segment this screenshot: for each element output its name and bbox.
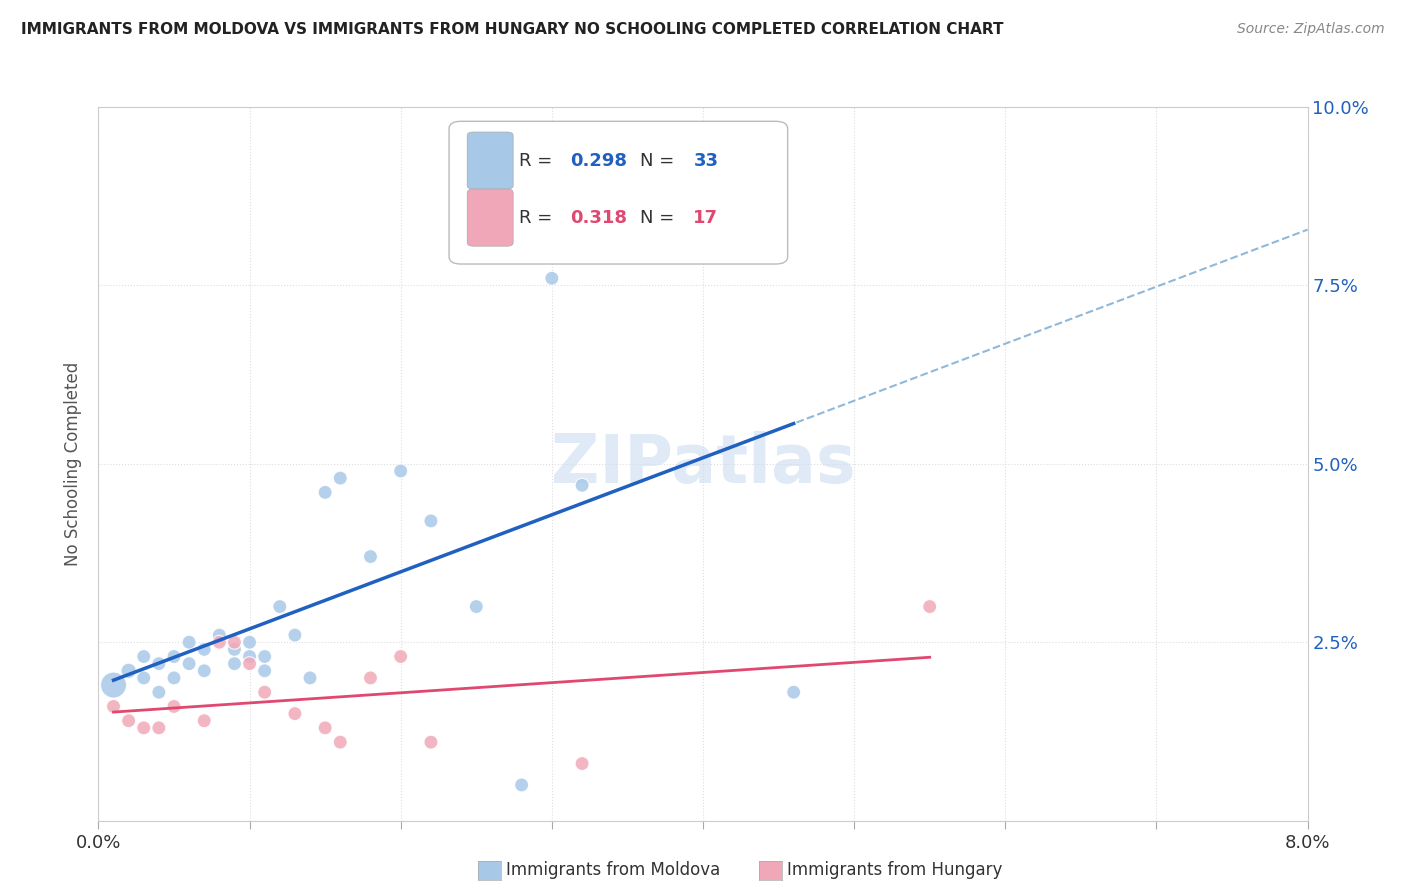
- Point: [103, 678, 125, 692]
- Point: [208, 635, 231, 649]
- Point: [224, 635, 246, 649]
- Point: [541, 271, 564, 285]
- Point: [253, 685, 276, 699]
- Text: N =: N =: [640, 209, 681, 227]
- Point: [329, 471, 352, 485]
- Point: [132, 671, 155, 685]
- Point: [163, 671, 186, 685]
- Point: [571, 478, 593, 492]
- Point: [163, 649, 186, 664]
- FancyBboxPatch shape: [467, 189, 513, 246]
- Point: [179, 657, 201, 671]
- Point: [193, 642, 215, 657]
- Point: [239, 635, 262, 649]
- Point: [299, 671, 322, 685]
- Point: [118, 714, 141, 728]
- Point: [132, 721, 155, 735]
- Point: [132, 649, 155, 664]
- Text: R =: R =: [519, 152, 558, 169]
- Text: N =: N =: [640, 152, 681, 169]
- Text: 0.298: 0.298: [569, 152, 627, 169]
- Point: [253, 649, 276, 664]
- Point: [179, 635, 201, 649]
- Point: [193, 664, 215, 678]
- Text: Immigrants from Hungary: Immigrants from Hungary: [787, 861, 1002, 879]
- Text: 0.318: 0.318: [569, 209, 627, 227]
- Point: [420, 514, 443, 528]
- Text: Immigrants from Moldova: Immigrants from Moldova: [506, 861, 720, 879]
- Y-axis label: No Schooling Completed: No Schooling Completed: [65, 362, 83, 566]
- Point: [239, 649, 262, 664]
- Text: 17: 17: [693, 209, 718, 227]
- Point: [253, 664, 276, 678]
- Point: [224, 657, 246, 671]
- Point: [420, 735, 443, 749]
- Point: [193, 714, 215, 728]
- Point: [647, 200, 669, 214]
- Point: [329, 735, 352, 749]
- Point: [465, 599, 488, 614]
- Point: [571, 756, 593, 771]
- Point: [103, 699, 125, 714]
- Text: R =: R =: [519, 209, 558, 227]
- Text: Source: ZipAtlas.com: Source: ZipAtlas.com: [1237, 22, 1385, 37]
- Point: [118, 664, 141, 678]
- Point: [314, 721, 336, 735]
- Point: [148, 721, 170, 735]
- FancyBboxPatch shape: [449, 121, 787, 264]
- Point: [389, 464, 412, 478]
- Point: [510, 778, 533, 792]
- Point: [284, 706, 307, 721]
- Point: [224, 642, 246, 657]
- Point: [389, 649, 412, 664]
- Point: [208, 628, 231, 642]
- Text: ZIPatlas: ZIPatlas: [551, 431, 855, 497]
- Point: [360, 671, 382, 685]
- Point: [163, 699, 186, 714]
- Point: [360, 549, 382, 564]
- Point: [148, 657, 170, 671]
- Point: [783, 685, 806, 699]
- Point: [918, 599, 941, 614]
- Point: [239, 657, 262, 671]
- Text: IMMIGRANTS FROM MOLDOVA VS IMMIGRANTS FROM HUNGARY NO SCHOOLING COMPLETED CORREL: IMMIGRANTS FROM MOLDOVA VS IMMIGRANTS FR…: [21, 22, 1004, 37]
- Point: [284, 628, 307, 642]
- Point: [269, 599, 291, 614]
- FancyBboxPatch shape: [467, 132, 513, 189]
- Point: [314, 485, 336, 500]
- Text: 33: 33: [693, 152, 718, 169]
- Point: [148, 685, 170, 699]
